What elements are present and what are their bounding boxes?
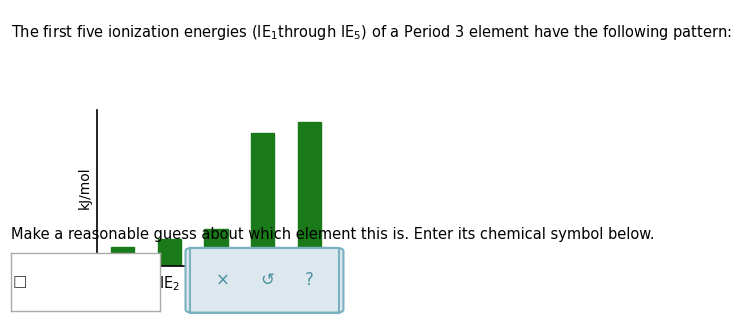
Text: ?: ?	[305, 271, 314, 289]
Text: Make a reasonable guess about which element this is. Enter its chemical symbol b: Make a reasonable guess about which elem…	[11, 227, 655, 242]
Bar	[298, 122, 321, 266]
FancyBboxPatch shape	[186, 248, 343, 313]
Text: The first five ionization energies $\left(\mathrm{IE}_1\mathrm{through\ IE}_5\ri: The first five ionization energies $\lef…	[11, 23, 732, 42]
Bar	[251, 133, 274, 266]
Text: ×: ×	[216, 271, 229, 289]
Y-axis label: kJ/mol: kJ/mol	[77, 167, 92, 209]
Text: □: □	[13, 274, 28, 289]
Text: ↺: ↺	[261, 271, 274, 289]
Bar	[158, 239, 181, 266]
Bar	[204, 229, 228, 266]
Bar	[111, 247, 134, 266]
